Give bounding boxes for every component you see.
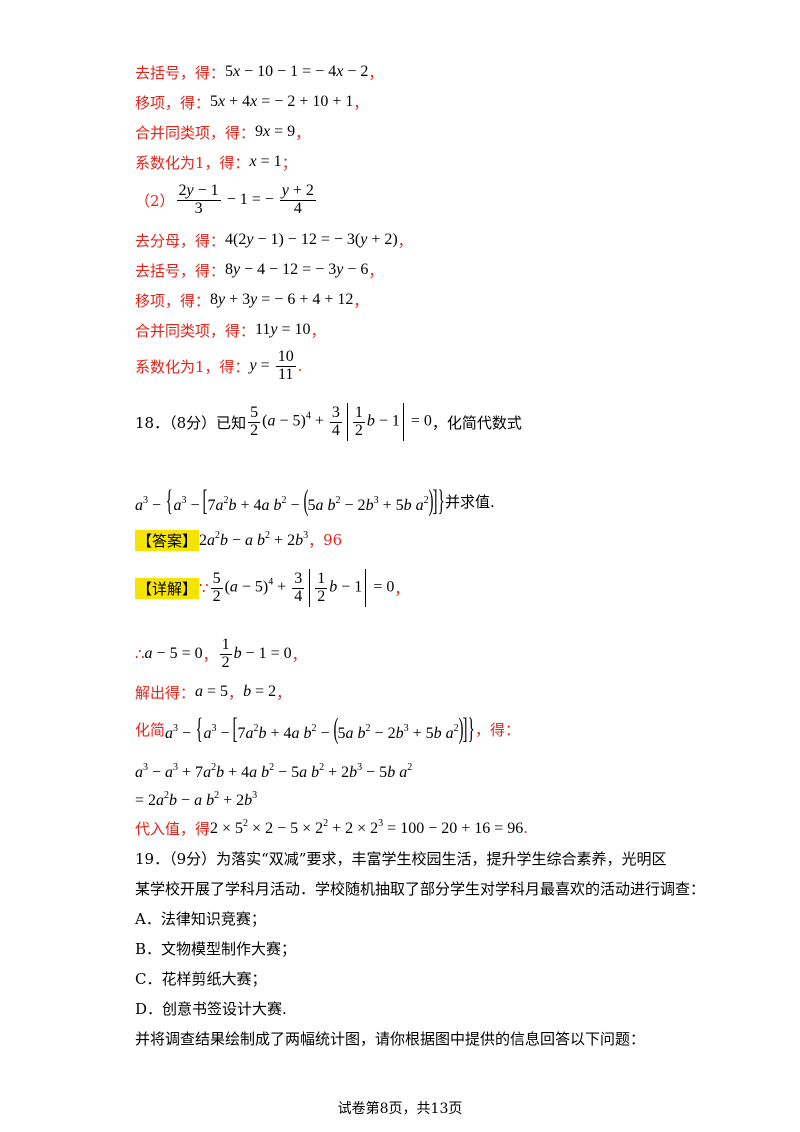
option-b: B．文物模型制作大赛； [135, 939, 297, 958]
step-move-terms-1: 移项，得： 5x + 4x = − 2 + 10 + 1， [135, 93, 369, 112]
step-combine-1: 合并同类项，得： 9x = 9， [135, 123, 311, 142]
question-19-intro-2: 某学校开展了学科月活动．学校随机抽取了部分学生对学科月最喜欢的活动进行调查： [135, 879, 706, 898]
question-19-outro: 并将调查结果绘制成了两幅统计图，请你根据图中提供的信息回答以下问题： [135, 1029, 646, 1048]
detail-tag: 【详解】 [135, 577, 200, 599]
equation: 5x − 10 − 1 = − 4x − 2 [225, 63, 369, 80]
option-d: D．创意书签设计大赛. [135, 999, 287, 1018]
substitute-line: 代入值，得 2 × 52 × 2 − 5 × 22 + 2 × 23 = 100… [135, 818, 529, 838]
question-19-intro-1: 19．（9分）为落实“双减”要求，丰富学生校园生活，提升学生综合素养，光明区 [135, 849, 667, 868]
option-c: C．花样剪纸大赛； [135, 969, 267, 988]
question-18-expression: a3 − {a3 − [7a2b + 4a b2 − (5a b2 − 2b3 … [135, 484, 495, 517]
step-combine-2: 合并同类项，得： 11y = 10， [135, 321, 326, 340]
solve-line: 解出得： a = 5， b = 2， [135, 683, 292, 702]
step-remove-brackets-2: 去括号，得： 8y − 4 − 12 = − 3y − 6， [135, 261, 384, 280]
step-coefficient-2: 系数化为1，得： y = 10 11. [135, 347, 303, 383]
answer-tag: 【答案】 [135, 529, 200, 551]
step-remove-denominator: 去分母，得： 4(2y − 1) − 12 = − 3(y + 2)， [135, 231, 413, 250]
step-remove-brackets-1: 去括号，得： 5x − 10 − 1 = − 4x − 2， [135, 63, 384, 82]
result-line: = 2a2b − a b2 + 2b3 [135, 790, 258, 809]
step-move-terms-2: 移项，得： 8y + 3y = − 6 + 4 + 12， [135, 291, 369, 310]
simplify-line: 化简 a3 − {a3 − [7a2b + 4a b2 − (5a b2 − 2… [135, 712, 521, 745]
option-a: A．法律知识竞赛； [135, 909, 266, 928]
page-footer: 试卷第8页，共13页 [337, 1101, 463, 1117]
answer-line: 【答案】 2a2b − a b2 + 2b3， 96 [135, 529, 343, 551]
step-coefficient-1: 系数化为1，得： x = 1； [135, 153, 297, 172]
expand-line: a3 − a3 + 7a2b + 4a b2 − 5a b2 + 2b3 − 5… [135, 762, 413, 781]
